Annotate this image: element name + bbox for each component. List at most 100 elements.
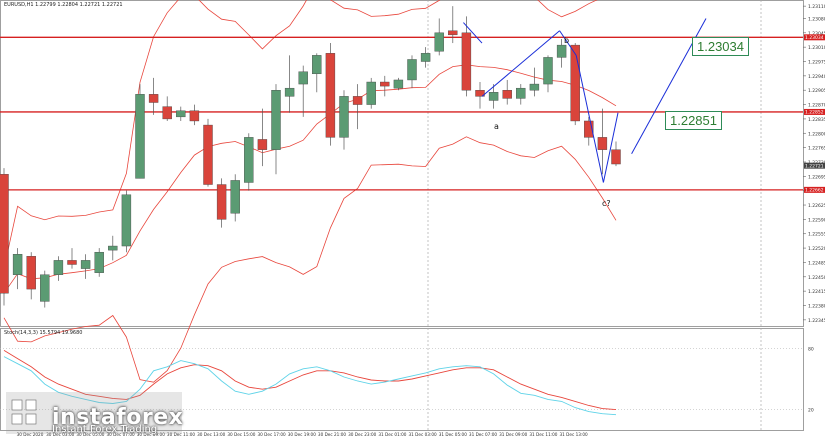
candle-body-22 (298, 71, 308, 85)
candle-body-11 (148, 94, 159, 103)
price-marker-box-3 (804, 186, 825, 193)
candle-body-18 (244, 137, 254, 183)
candle-body-19 (257, 139, 268, 150)
candle-body-27 (366, 81, 376, 105)
candle-body-10 (135, 94, 145, 179)
candle-body-42 (570, 44, 580, 122)
candle-body-35 (475, 90, 485, 97)
candle-body-45 (611, 149, 621, 165)
band-middle-line (3, 64, 617, 294)
band-lower-line (3, 136, 617, 383)
candle-body-5 (67, 260, 77, 265)
oscillator-info: Stoch(14,3,3) 15.5794 19.9680 (4, 330, 83, 336)
candle-body-12 (162, 106, 172, 120)
instrument-info: EURUSD,H1 1.22799 1.22804 1.22721 1.2272… (4, 2, 123, 8)
candle-body-44 (597, 137, 608, 150)
price-marker-box-2 (804, 162, 825, 169)
oscillator-panel-frame (0, 328, 804, 431)
time-tick-label-0: 30 Dec 2020 (17, 432, 44, 437)
level-label-upper: 1.23034 (692, 37, 749, 56)
candle-body-37 (502, 90, 512, 99)
candle-body-31 (420, 53, 431, 62)
time-tick-label-11: 30 Dec 23:00 (348, 432, 376, 437)
wave-projection-line-2 (559, 30, 577, 56)
candle-body-28 (380, 81, 390, 87)
price-tick-label-7: 1.22870 (808, 103, 825, 109)
candle-body-6 (80, 260, 91, 269)
price-tick-label-22: 1.22345 (808, 318, 825, 324)
candle-body-14 (189, 110, 200, 122)
price-tick-label-3: 1.23010 (808, 45, 825, 51)
osc-tick-label-1: 20 (808, 408, 814, 414)
candle-body-21 (284, 87, 295, 97)
wave-label-a: a (494, 122, 499, 131)
price-tick-label-20: 1.22415 (808, 289, 825, 295)
time-tick-label-4: 30 Dec 09:00 (137, 432, 165, 437)
osc-tick-label-0: 80 (808, 346, 814, 352)
price-marker-label-1: 1.22852 (805, 110, 824, 116)
wave-projection-line-3 (575, 55, 604, 183)
level-label-lower: 1.22851 (665, 111, 722, 130)
candle-body-9 (121, 194, 132, 247)
candle-body-39 (529, 83, 540, 91)
candle-body-43 (584, 120, 594, 138)
price-tick-label-16: 1.22555 (808, 232, 825, 238)
time-tick-label-8: 30 Dec 17:00 (258, 432, 286, 437)
price-marker-box-1 (804, 108, 825, 115)
candle-body-34 (461, 32, 472, 91)
instaforex-logo (6, 392, 182, 434)
candle-body-23 (312, 55, 322, 75)
candle-body-40 (543, 57, 553, 85)
time-tick-label-15: 31 Dec 07:00 (469, 432, 497, 437)
stochastic-main-line (3, 356, 617, 416)
time-tick-label-17: 31 Dec 11:00 (529, 432, 557, 437)
candle-body-15 (203, 124, 213, 185)
candle-body-1 (12, 254, 23, 275)
time-tick-label-7: 30 Dec 15:00 (227, 432, 255, 437)
candle-body-2 (26, 256, 36, 290)
candle-body-7 (94, 251, 104, 273)
time-tick-label-3: 30 Dec 07:00 (107, 432, 135, 437)
price-tick-label-19: 1.22450 (808, 275, 825, 281)
price-tick-label-0: 1.23110 (808, 4, 825, 10)
price-tick-label-17: 1.22520 (808, 246, 825, 252)
candle-body-26 (352, 96, 363, 105)
candle-body-3 (40, 274, 50, 302)
price-tick-label-8: 1.22835 (808, 117, 825, 123)
candle-body-38 (516, 87, 526, 99)
wave-label-c: c? (602, 199, 611, 208)
time-tick-label-12: 31 Dec 01:00 (378, 432, 406, 437)
candle-body-32 (434, 32, 444, 52)
wave-projection-line-0 (463, 22, 483, 44)
logo-tagline: Instant Forex Trading (52, 424, 158, 435)
price-tick-label-5: 1.22940 (808, 74, 825, 80)
time-tick-label-18: 31 Dec 13:00 (560, 432, 588, 437)
candle-body-8 (108, 245, 118, 251)
time-tick-label-13: 31 Dec 03:00 (409, 432, 437, 437)
price-tick-label-21: 1.22380 (808, 303, 825, 309)
wave-projection-line-4 (602, 112, 619, 183)
candle-body-29 (393, 79, 404, 89)
price-tick-label-6: 1.22905 (808, 88, 825, 94)
logo-name: instaforex (52, 405, 184, 430)
candle-body-17 (230, 180, 240, 214)
price-marker-label-3: 1.22662 (805, 187, 824, 193)
candle-body-25 (339, 96, 349, 138)
price-tick-label-14: 1.22625 (808, 203, 825, 209)
band-upper-line (3, 0, 598, 269)
time-tick-label-9: 30 Dec 19:00 (288, 432, 316, 437)
candle-body-36 (488, 92, 499, 101)
time-tick-label-5: 30 Dec 11:00 (167, 432, 195, 437)
candle-body-13 (176, 110, 186, 118)
price-tick-label-10: 1.22765 (808, 146, 825, 152)
candle-body-4 (53, 260, 64, 275)
price-marker-label-0: 1.23034 (805, 35, 824, 41)
candle-body-41 (556, 44, 567, 58)
price-tick-label-12: 1.22695 (808, 174, 825, 180)
time-tick-label-14: 31 Dec 05:00 (439, 432, 467, 437)
candle-body-24 (325, 53, 336, 138)
time-tick-label-2: 30 Dec 05:00 (76, 432, 104, 437)
main-panel-frame (0, 0, 804, 327)
price-tick-label-1: 1.23080 (808, 16, 825, 22)
